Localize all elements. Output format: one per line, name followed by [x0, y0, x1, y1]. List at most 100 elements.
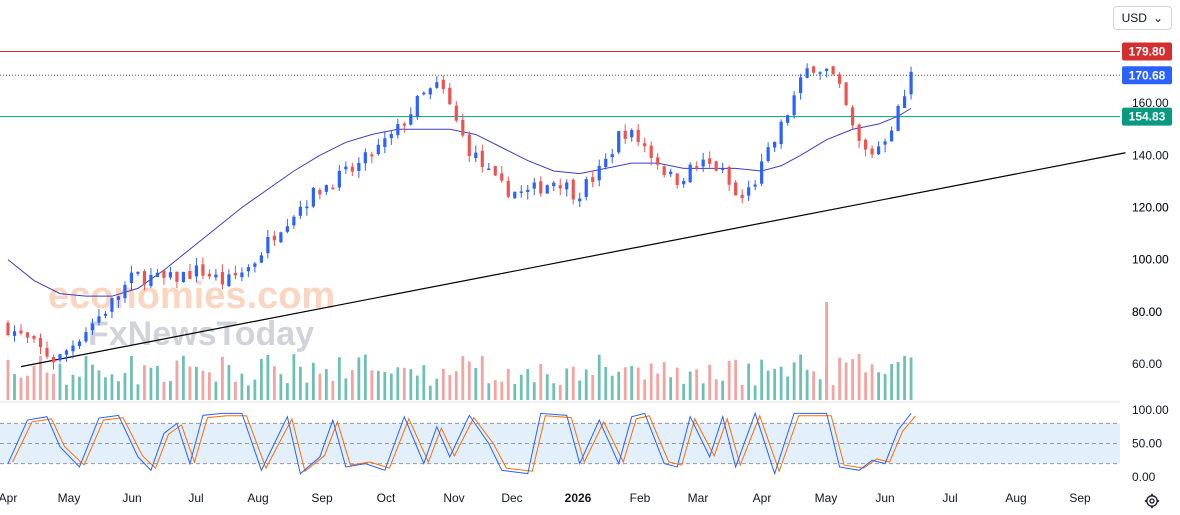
- candle-up: [246, 267, 250, 272]
- volume-bar: [877, 372, 880, 400]
- volume-bar: [396, 367, 400, 400]
- candle-up: [688, 164, 692, 183]
- volume-bar: [208, 372, 211, 400]
- volume-bar: [136, 384, 140, 400]
- candle-up: [669, 171, 673, 175]
- candle-down: [643, 143, 647, 147]
- volume-bar: [182, 355, 185, 400]
- price-axis[interactable]: 60.0080.00100.00120.00140.00160.00120.00…: [1132, 96, 1169, 484]
- candle-up: [753, 184, 757, 187]
- time-axis[interactable]: Apr May Jun Jul Aug Sep Oct Nov Dec 2026 Feb Mar Apr…: [0, 491, 1091, 505]
- candle-down: [740, 194, 744, 199]
- volume-bar: [838, 357, 842, 400]
- volume-bar: [584, 369, 588, 400]
- volume-bar: [143, 365, 146, 400]
- candle-up: [383, 138, 387, 147]
- stoch-d-line: [12, 414, 917, 473]
- volume-bar: [52, 373, 55, 400]
- volume-bar: [734, 359, 738, 400]
- volume-bar: [259, 358, 263, 400]
- candle-down: [448, 87, 452, 105]
- volume-bar: [565, 368, 569, 400]
- candle-up: [422, 92, 426, 95]
- volume-bar: [357, 357, 361, 400]
- chevron-down-icon: ⌄: [1152, 11, 1163, 25]
- volume-bar: [376, 370, 380, 400]
- volume-bar: [844, 362, 848, 400]
- candle-down: [838, 74, 842, 84]
- candle-up: [610, 154, 614, 158]
- candle-down: [656, 157, 660, 165]
- candle-up: [266, 237, 270, 254]
- volume-bar: [766, 370, 770, 400]
- gear-icon[interactable]: [1144, 493, 1160, 509]
- candle-up: [181, 271, 186, 282]
- candle-up: [909, 71, 913, 95]
- time-tick-label: 2026: [565, 491, 592, 505]
- volume-bar: [45, 372, 49, 400]
- volume-bar: [708, 364, 712, 400]
- volume-bar: [123, 372, 127, 400]
- candle-down: [175, 271, 179, 282]
- candle-down: [727, 167, 731, 185]
- stoch-band-group: [0, 422, 1120, 465]
- volume-bar: [162, 381, 166, 400]
- price-level-badge: [1122, 107, 1172, 126]
- candle-up: [766, 147, 770, 162]
- candle-down: [25, 332, 30, 338]
- candle-up: [474, 152, 478, 159]
- ascending-trendline: [20, 152, 1126, 368]
- candle-up: [12, 331, 17, 336]
- candle-up: [305, 206, 309, 209]
- candle-up: [214, 274, 218, 278]
- volume-bar: [19, 377, 23, 400]
- time-tick-label: Apr: [753, 491, 772, 505]
- volume-bar: [500, 381, 504, 400]
- candle-up: [584, 179, 588, 197]
- candle-up: [428, 88, 432, 95]
- price-tick-label: 160.00: [1132, 96, 1169, 110]
- time-tick-label: May: [58, 491, 81, 505]
- volume-bar: [415, 375, 419, 400]
- candle-up: [487, 168, 491, 171]
- candle-up: [409, 114, 413, 125]
- candle-up: [578, 198, 582, 202]
- volume-bar: [461, 356, 465, 400]
- candle-up: [168, 272, 173, 278]
- volume-bar: [188, 366, 192, 400]
- volume-bar: [428, 385, 432, 400]
- volume-bar: [896, 362, 900, 400]
- price-tick-label: 100.00: [1132, 253, 1169, 267]
- candle-up: [279, 232, 283, 243]
- volume-bar: [747, 363, 751, 400]
- candle-up: [389, 133, 393, 139]
- volume-bar: [513, 383, 517, 400]
- candle-up: [532, 182, 536, 189]
- time-tick-label: Jun: [875, 491, 894, 505]
- candle-up: [792, 95, 796, 116]
- volume-bar: [714, 379, 718, 400]
- currency-selector[interactable]: USD ⌄: [1112, 6, 1172, 30]
- volume-bar: [331, 380, 335, 400]
- candle-down: [162, 270, 166, 278]
- time-tick-label: Jul: [942, 491, 957, 505]
- candle-up: [519, 191, 523, 193]
- volume-bar: [253, 379, 257, 400]
- candle-down: [662, 166, 666, 175]
- candle-down: [539, 181, 543, 194]
- volume-bar: [682, 383, 686, 400]
- candle-down: [714, 161, 718, 171]
- candle-up: [344, 166, 348, 170]
- volume-bar: [474, 367, 478, 400]
- volume-bar: [857, 354, 861, 400]
- volume-bar: [487, 383, 491, 400]
- candle-down: [734, 182, 738, 196]
- candle-down: [636, 129, 640, 142]
- candle-down: [331, 187, 335, 190]
- candle-up: [311, 187, 315, 207]
- volume-bar: [545, 374, 549, 400]
- candle-up: [97, 316, 101, 323]
- candle-down: [695, 166, 699, 168]
- volume-bar: [292, 354, 296, 400]
